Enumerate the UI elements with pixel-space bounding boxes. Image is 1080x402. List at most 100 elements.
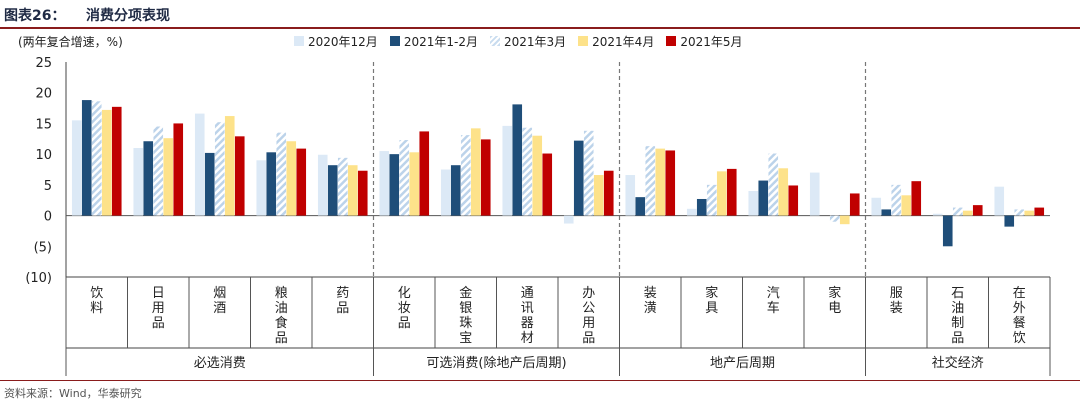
- bar: [409, 152, 420, 216]
- y-tick-label: 0: [44, 210, 52, 225]
- bar: [994, 186, 1005, 216]
- bar: [952, 207, 963, 216]
- bar: [450, 165, 461, 216]
- bar: [665, 150, 676, 216]
- category-label: 通讯器材: [521, 286, 534, 346]
- bar: [276, 132, 287, 216]
- bar: [911, 181, 922, 216]
- bar: [460, 135, 471, 216]
- bar: [829, 215, 840, 222]
- bar: [871, 197, 882, 216]
- legend-item: 2020年12月: [294, 33, 378, 50]
- footer-rule: [0, 380, 1080, 381]
- bar: [224, 116, 235, 216]
- category-label: 在外餐饮: [1013, 286, 1026, 346]
- legend-label: 2021年4月: [592, 34, 655, 49]
- bar: [194, 113, 205, 216]
- bar: [71, 120, 82, 216]
- category-label: 家电: [828, 285, 841, 316]
- group-label: 必选消费: [194, 356, 246, 371]
- legend-label: 2021年1-2月: [403, 34, 478, 49]
- bar: [839, 215, 850, 225]
- bar: [573, 140, 584, 216]
- bar: [111, 106, 122, 216]
- bar: [696, 198, 707, 216]
- bar: [788, 185, 799, 216]
- legend-swatch: [294, 36, 304, 46]
- header-rule: [0, 27, 1080, 29]
- bar: [317, 154, 328, 216]
- legend-item: 2021年1-2月: [389, 33, 478, 50]
- bar-chart: 25 20 15 10 5 0 (5) (10) 必选消费 可选消费(除地产后周期) 地产后周期 社交…: [25, 56, 1051, 376]
- figure-label: 图表26：: [4, 8, 66, 24]
- bar: [758, 180, 769, 216]
- legend-label: 2021年5月: [680, 34, 743, 49]
- legend-item: 2021年5月: [666, 33, 743, 50]
- y-tick-label: 15: [35, 117, 52, 132]
- bar: [901, 195, 912, 216]
- category-label: 石油制品: [951, 286, 964, 346]
- category-label: 汽车: [767, 286, 780, 316]
- bar: [296, 148, 307, 216]
- bar: [645, 146, 656, 216]
- bar: [399, 140, 410, 216]
- bar: [214, 122, 225, 216]
- figure-header: 图表26： 消费分项表现: [0, 0, 1080, 30]
- bar: [716, 171, 727, 216]
- bar: [204, 152, 215, 216]
- bar: [532, 135, 543, 216]
- bar: [389, 154, 400, 216]
- bar: [234, 136, 245, 216]
- y-tick-label: 10: [35, 148, 52, 163]
- legend-swatch: [666, 36, 677, 46]
- bar: [379, 151, 390, 216]
- bar: [327, 165, 338, 216]
- category-label: 药品: [336, 286, 349, 316]
- bar: [337, 157, 348, 216]
- bar: [942, 215, 953, 247]
- bar: [153, 126, 164, 216]
- y-tick-label: 20: [35, 87, 52, 102]
- bar: [891, 184, 902, 216]
- bar: [512, 104, 523, 216]
- bar: [163, 138, 174, 216]
- category-label: 烟酒: [213, 286, 226, 316]
- bar: [357, 170, 368, 216]
- bar: [419, 131, 430, 216]
- bar: [603, 170, 614, 216]
- legend-item: 2021年4月: [578, 33, 654, 50]
- legend-label: 2020年12月: [308, 34, 378, 49]
- bar: [563, 215, 574, 224]
- bar: [91, 101, 102, 216]
- bar: [583, 130, 594, 216]
- legend-swatch: [389, 36, 400, 46]
- bar: [81, 100, 92, 216]
- y-tick-label: 25: [35, 56, 52, 71]
- bar: [133, 148, 144, 216]
- y-axis-unit-label: (两年复合增速，%): [18, 35, 123, 49]
- category-label: 粮油食品: [275, 286, 288, 346]
- bar: [593, 175, 604, 216]
- bar: [625, 175, 636, 216]
- bar: [706, 184, 717, 216]
- bar: [266, 152, 277, 216]
- legend-label: 2021年3月: [503, 34, 567, 49]
- category-label: 日用品: [152, 286, 165, 331]
- bar: [522, 127, 533, 216]
- bar: [726, 168, 737, 216]
- bar: [655, 148, 666, 216]
- bar: [1004, 215, 1015, 227]
- bar: [502, 125, 513, 216]
- legend-swatch: [489, 36, 500, 46]
- bar: [143, 141, 154, 216]
- category-label: 化妆品: [398, 286, 411, 331]
- bar: [686, 208, 697, 216]
- bar: [778, 168, 789, 216]
- y-tick-label: 5: [44, 179, 52, 194]
- bar: [932, 213, 943, 216]
- figure-title: 消费分项表现: [86, 8, 170, 24]
- legend-swatch: [578, 36, 589, 46]
- group-label: 社交经济: [932, 355, 984, 371]
- y-tick-label: (10): [25, 271, 52, 286]
- bar: [173, 123, 184, 216]
